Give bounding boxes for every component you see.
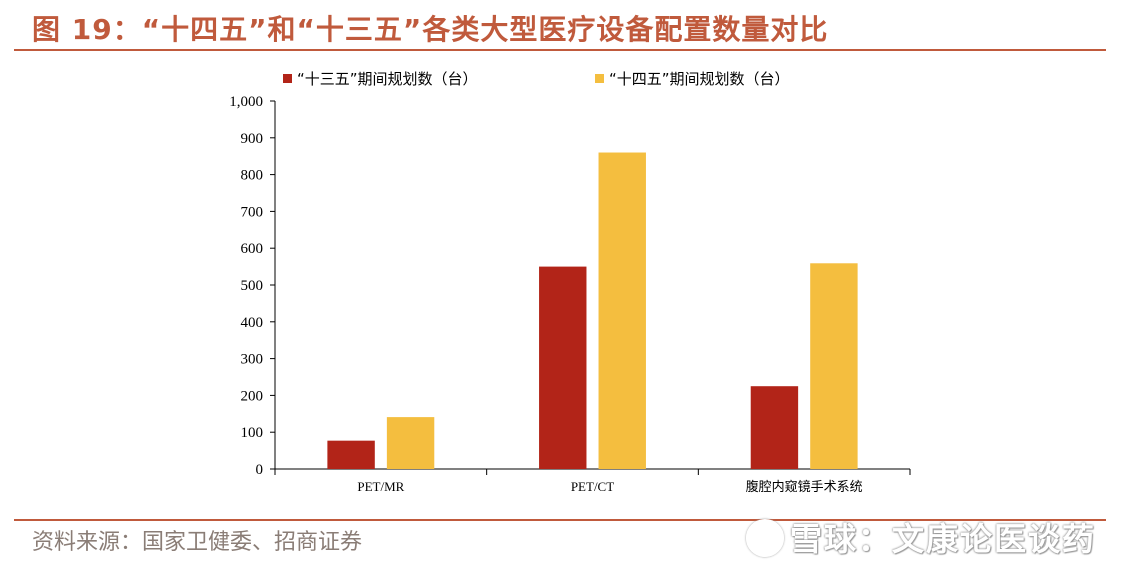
y-tick-label: 0 xyxy=(256,462,264,478)
legend: “十三五”期间规划数（台） “十四五”期间规划数（台） xyxy=(283,70,790,88)
bar xyxy=(598,152,646,469)
bars xyxy=(327,152,858,469)
footer-divider xyxy=(14,519,1106,521)
watermark-logo-icon xyxy=(745,519,784,557)
x-axis: PET/MR PET/CT 腹腔内窥镜手术系统 xyxy=(274,468,911,494)
y-tick-label: 800 xyxy=(241,168,264,184)
bar xyxy=(327,440,375,469)
bar xyxy=(810,263,858,469)
y-tick-label: 500 xyxy=(241,278,264,294)
figure-title: 图 19：“十四五”和“十三五”各类大型医疗设备配置数量对比 xyxy=(32,13,829,46)
bar xyxy=(539,266,587,469)
x-category-label: PET/MR xyxy=(357,479,404,494)
y-tick-label: 100 xyxy=(241,425,264,441)
legend-label: “十三五”期间规划数（台） xyxy=(297,70,478,88)
y-axis: 0 100 200 300 400 500 600 700 800 900 1,000 xyxy=(229,94,276,478)
bar-chart: “十三五”期间规划数（台） “十四五”期间规划数（台） 0 100 200 300 400… xyxy=(229,70,911,494)
y-tick-label: 700 xyxy=(241,204,264,220)
bar xyxy=(386,417,435,469)
y-tick-label: 400 xyxy=(241,315,264,331)
x-category-label: PET/CT xyxy=(571,479,614,494)
y-tick-label: 900 xyxy=(241,131,264,147)
y-tick-label: 200 xyxy=(241,388,264,404)
y-tick-label: 600 xyxy=(241,241,264,257)
y-tick-label: 300 xyxy=(241,352,264,368)
legend-swatch xyxy=(283,74,292,83)
legend-label: “十四五”期间规划数（台） xyxy=(609,70,790,88)
watermark: 雪球：文康论医谈药 xyxy=(745,514,1096,560)
watermark-text: 雪球：文康论医谈药 xyxy=(789,520,1096,558)
x-category-label: 腹腔内窥镜手术系统 xyxy=(746,479,863,494)
title-divider xyxy=(14,49,1106,51)
source-note: 资料来源：国家卫健委、招商证券 xyxy=(32,530,363,555)
y-tick-label: 1,000 xyxy=(229,94,263,110)
legend-swatch xyxy=(595,74,604,83)
bar xyxy=(750,386,799,469)
